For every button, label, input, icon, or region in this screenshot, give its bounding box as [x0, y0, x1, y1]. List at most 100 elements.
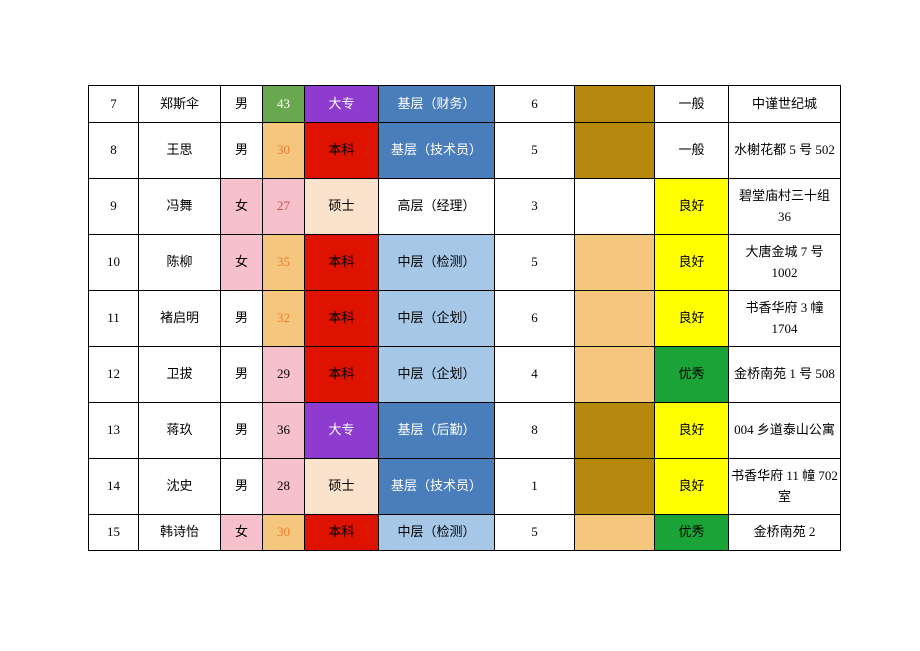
- table-cell: 良好: [655, 403, 729, 459]
- table-cell: 基层（后勤）: [379, 403, 495, 459]
- table-cell: 大唐金城 7 号 1002: [729, 235, 841, 291]
- table-cell: 男: [221, 123, 263, 179]
- table-row: 12卫拔男29本科中层（企划）4 优秀金桥南苑 1 号 508: [89, 347, 841, 403]
- table-cell: 沈史: [139, 459, 221, 515]
- table-cell: [575, 347, 655, 403]
- table-cell: 男: [221, 347, 263, 403]
- table-cell: 王思: [139, 123, 221, 179]
- table-cell: 36: [263, 403, 305, 459]
- table-cell: 本科: [305, 291, 379, 347]
- table-cell: 4: [495, 347, 575, 403]
- table-cell: 金桥南苑 2: [729, 515, 841, 551]
- table-cell: 12: [89, 347, 139, 403]
- table-cell: 43: [263, 86, 305, 123]
- table-cell: 1: [495, 459, 575, 515]
- table-cell: 14: [89, 459, 139, 515]
- table-cell: 男: [221, 291, 263, 347]
- table-cell: 中层（企划）: [379, 347, 495, 403]
- table-cell: 大专: [305, 403, 379, 459]
- table-cell: [575, 235, 655, 291]
- table-cell: 女: [221, 515, 263, 551]
- table-cell: 女: [221, 179, 263, 235]
- table-cell: 15: [89, 515, 139, 551]
- table-cell: 7: [89, 86, 139, 123]
- table-cell: 高层（经理）: [379, 179, 495, 235]
- table-cell: 5: [495, 515, 575, 551]
- table-cell: 29: [263, 347, 305, 403]
- table-cell: 004 乡道泰山公寓: [729, 403, 841, 459]
- table-cell: 碧堂庙村三十组 36: [729, 179, 841, 235]
- table-cell: 13: [89, 403, 139, 459]
- table-cell: 6: [495, 86, 575, 123]
- table-cell: 一般: [655, 123, 729, 179]
- table-cell: 基层（财务）: [379, 86, 495, 123]
- table-cell: 3: [495, 179, 575, 235]
- table-cell: 本科: [305, 347, 379, 403]
- table-cell: [575, 403, 655, 459]
- table-cell: 10: [89, 235, 139, 291]
- page: 7郑斯伞男43大专基层（财务）6一般中谨世纪城8王思男30本科基层（技术员）5一…: [0, 0, 920, 651]
- table-cell: [575, 179, 655, 235]
- table-cell: 良好: [655, 459, 729, 515]
- table-row: 10陈柳女35本科中层（检测）5良好大唐金城 7 号 1002: [89, 235, 841, 291]
- table-cell: 冯舞: [139, 179, 221, 235]
- table-cell: 中层（检测）: [379, 235, 495, 291]
- table-cell: 中谨世纪城: [729, 86, 841, 123]
- table-cell: 良好: [655, 235, 729, 291]
- table-cell: 硕士: [305, 179, 379, 235]
- table-cell: 郑斯伞: [139, 86, 221, 123]
- table-cell: 优秀: [655, 515, 729, 551]
- table-cell: 基层（技术员）: [379, 123, 495, 179]
- table-cell: 一般: [655, 86, 729, 123]
- table-cell: [575, 291, 655, 347]
- table-cell: 书香华府 11 幢 702 室: [729, 459, 841, 515]
- table-cell: 8: [89, 123, 139, 179]
- table-row: 11褚启明男32本科中层（企划）6 良好书香华府 3 幢 1704: [89, 291, 841, 347]
- table-cell: 韩诗怡: [139, 515, 221, 551]
- table-cell: 32: [263, 291, 305, 347]
- table-cell: 男: [221, 459, 263, 515]
- table-cell: 卫拔: [139, 347, 221, 403]
- table-cell: 陈柳: [139, 235, 221, 291]
- data-table: 7郑斯伞男43大专基层（财务）6一般中谨世纪城8王思男30本科基层（技术员）5一…: [88, 85, 841, 551]
- table-cell: 硕士: [305, 459, 379, 515]
- table-cell: 良好: [655, 179, 729, 235]
- table-cell: 本科: [305, 235, 379, 291]
- table-row: 9冯舞女27硕士高层（经理）3 良好碧堂庙村三十组 36: [89, 179, 841, 235]
- table-cell: [575, 515, 655, 551]
- table-cell: 褚启明: [139, 291, 221, 347]
- table-row: 8王思男30本科基层（技术员）5 一般水榭花都 5 号 502: [89, 123, 841, 179]
- table-cell: 30: [263, 515, 305, 551]
- table-cell: 蒋玖: [139, 403, 221, 459]
- table-cell: 11: [89, 291, 139, 347]
- table-cell: 28: [263, 459, 305, 515]
- table-cell: 水榭花都 5 号 502: [729, 123, 841, 179]
- table-cell: 书香华府 3 幢 1704: [729, 291, 841, 347]
- table-cell: 本科: [305, 123, 379, 179]
- table-cell: 6: [495, 291, 575, 347]
- table-cell: [575, 459, 655, 515]
- table-cell: 9: [89, 179, 139, 235]
- table-cell: 金桥南苑 1 号 508: [729, 347, 841, 403]
- table-cell: 男: [221, 86, 263, 123]
- table-cell: 大专: [305, 86, 379, 123]
- table-cell: 30: [263, 123, 305, 179]
- table-cell: 中层（检测）: [379, 515, 495, 551]
- table-row: 14沈史男28硕士基层（技术员）1 良好书香华府 11 幢 702 室: [89, 459, 841, 515]
- table-cell: 良好: [655, 291, 729, 347]
- table-cell: [575, 123, 655, 179]
- table-row: 13蒋玖男36大专基层（后勤）8 良好004 乡道泰山公寓: [89, 403, 841, 459]
- table-cell: 中层（企划）: [379, 291, 495, 347]
- table-cell: 27: [263, 179, 305, 235]
- table-cell: 本科: [305, 515, 379, 551]
- table-cell: 基层（技术员）: [379, 459, 495, 515]
- table-cell: 5: [495, 235, 575, 291]
- table-cell: 5: [495, 123, 575, 179]
- table-cell: 优秀: [655, 347, 729, 403]
- table-cell: [575, 86, 655, 123]
- table-row: 15韩诗怡女30本科中层（检测）5 优秀金桥南苑 2: [89, 515, 841, 551]
- table-cell: 男: [221, 403, 263, 459]
- table-cell: 女: [221, 235, 263, 291]
- table-row: 7郑斯伞男43大专基层（财务）6 一般中谨世纪城: [89, 86, 841, 123]
- table-cell: 8: [495, 403, 575, 459]
